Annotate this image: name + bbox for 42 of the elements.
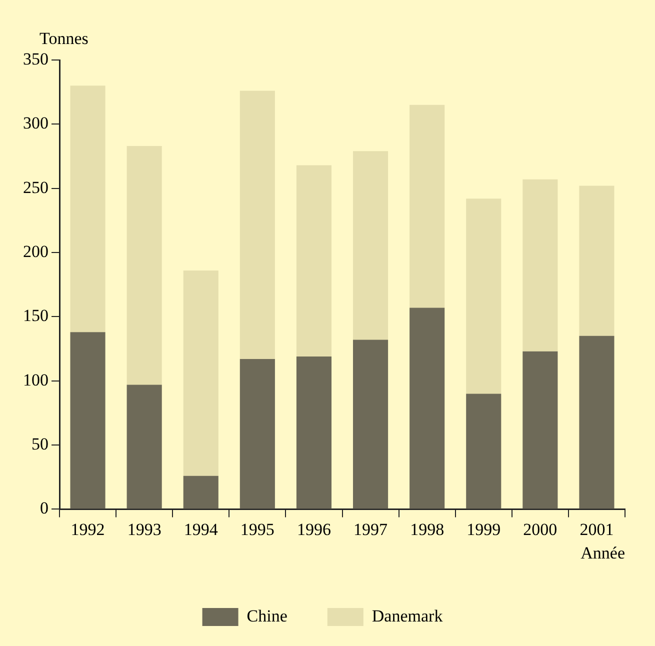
bar (466, 394, 502, 509)
y-tick-label: 150 (23, 306, 48, 326)
x-tick-label: 1999 (466, 520, 501, 539)
x-tick-label: 2001 (580, 520, 614, 539)
bar (466, 198, 502, 394)
bar (522, 351, 558, 509)
x-tick-label: 1992 (70, 520, 105, 539)
bar (240, 90, 275, 360)
y-tick-label: 350 (23, 49, 48, 68)
bar (579, 336, 614, 509)
bar (410, 104, 445, 308)
x-tick-label: 1994 (184, 520, 218, 539)
y-tick-label: 100 (23, 370, 48, 390)
bar (352, 340, 388, 509)
bar (70, 332, 106, 509)
y-tick-label: 0 (40, 498, 48, 518)
y-tick-label: 50 (32, 434, 48, 454)
bar (183, 476, 218, 509)
bar (126, 146, 162, 385)
y-tick-label: 200 (23, 242, 48, 261)
bar (579, 186, 614, 336)
bar (183, 270, 218, 476)
x-tick-label: 1998 (410, 520, 444, 539)
y-tick-label: 300 (23, 114, 48, 133)
x-axis-title: Année (580, 543, 625, 562)
x-tick-label: 1997 (354, 520, 388, 539)
bar (522, 179, 558, 352)
x-tick-label: 2000 (523, 520, 558, 539)
bar (126, 384, 162, 509)
bar (410, 308, 445, 509)
bar (296, 165, 332, 356)
x-tick-label: 1996 (296, 520, 331, 539)
bar (352, 151, 388, 340)
x-tick-label: 1993 (127, 520, 162, 539)
bar (296, 356, 332, 509)
x-tick-label: 1995 (240, 520, 274, 539)
y-axis-title: Tonnes (40, 28, 88, 48)
legend-label: Danemark (372, 606, 444, 626)
bar (70, 86, 106, 332)
y-tick-label: 250 (23, 178, 48, 197)
legend-label: Chine (246, 606, 288, 626)
bar (240, 359, 275, 509)
